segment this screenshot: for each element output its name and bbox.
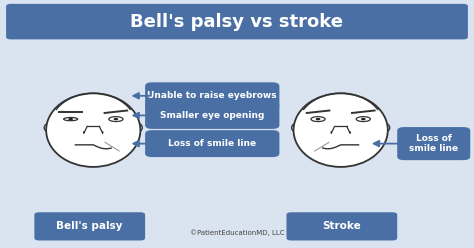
Text: ©PatientEducationMD, LLC: ©PatientEducationMD, LLC	[190, 230, 284, 236]
Text: Smaller eye opening: Smaller eye opening	[160, 111, 264, 120]
Ellipse shape	[46, 93, 140, 167]
FancyBboxPatch shape	[145, 102, 279, 129]
FancyBboxPatch shape	[6, 4, 468, 39]
Ellipse shape	[114, 118, 118, 120]
FancyBboxPatch shape	[286, 212, 397, 241]
FancyBboxPatch shape	[35, 212, 145, 241]
Ellipse shape	[361, 118, 365, 120]
Ellipse shape	[133, 124, 142, 132]
Text: Loss of smile line: Loss of smile line	[168, 139, 256, 148]
Text: Bell's palsy: Bell's palsy	[56, 221, 123, 231]
Ellipse shape	[316, 118, 320, 120]
Ellipse shape	[356, 117, 370, 122]
Ellipse shape	[68, 118, 73, 120]
FancyBboxPatch shape	[397, 127, 470, 160]
Text: Loss of
smile line: Loss of smile line	[409, 134, 458, 153]
Ellipse shape	[293, 93, 388, 167]
FancyBboxPatch shape	[145, 130, 279, 157]
Text: Stroke: Stroke	[322, 221, 361, 231]
Ellipse shape	[44, 124, 54, 132]
Ellipse shape	[311, 117, 325, 122]
Ellipse shape	[380, 124, 390, 132]
FancyBboxPatch shape	[145, 82, 279, 109]
Ellipse shape	[292, 124, 301, 132]
Text: Bell's palsy vs stroke: Bell's palsy vs stroke	[130, 13, 344, 31]
Ellipse shape	[64, 118, 78, 121]
Text: Unable to raise eyebrows: Unable to raise eyebrows	[147, 91, 277, 100]
Ellipse shape	[109, 117, 123, 122]
